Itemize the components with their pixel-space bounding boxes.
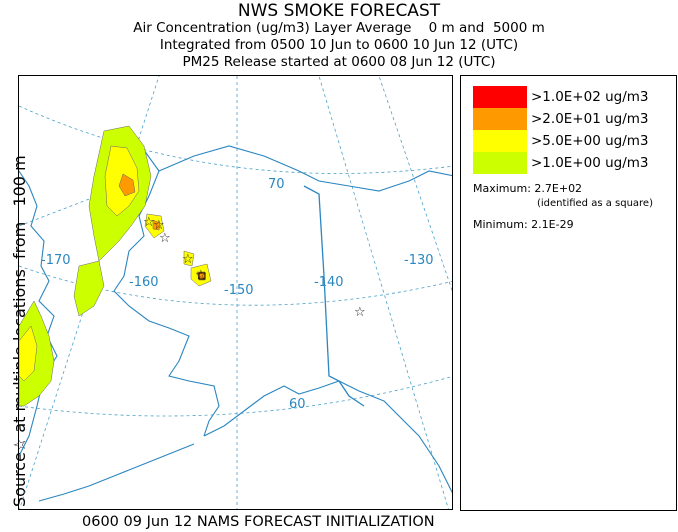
footer-initialization: 0600 09 Jun 12 NAMS FORECAST INITIALIZAT… bbox=[82, 514, 435, 530]
legend-swatch bbox=[473, 152, 527, 174]
aleutian-chain bbox=[38, 443, 195, 502]
source-marker: ☆ bbox=[159, 231, 171, 246]
smoke-plume-west-lobe bbox=[73, 260, 105, 317]
canada-border bbox=[303, 185, 365, 407]
longitude-label-150: -150 bbox=[224, 283, 254, 298]
page-title: NWS SMOKE FORECAST bbox=[237, 1, 441, 21]
smoke-map: -170 -160 -150 -140 -130 70 60 ☆ ☆ ☆ ☆ ☆… bbox=[19, 76, 452, 509]
smoke-plume-north bbox=[88, 125, 152, 262]
legend-minimum: Minimum: 2.1E-29 bbox=[473, 218, 574, 231]
legend-item-green: >1.0E+00 ug/m3 bbox=[473, 152, 649, 174]
map-panel: -170 -160 -150 -140 -130 70 60 ☆ ☆ ☆ ☆ ☆… bbox=[18, 75, 453, 510]
coastline-alaska-west bbox=[113, 145, 220, 437]
legend-item-yellow: >5.0E+00 ug/m3 bbox=[473, 130, 649, 152]
legend-panel: >1.0E+02 ug/m3 >2.0E+01 ug/m3 >5.0E+00 u… bbox=[460, 75, 677, 511]
longitude-label-140: -140 bbox=[314, 275, 344, 290]
latitude-label-70: 70 bbox=[268, 177, 285, 192]
legend-item-red: >1.0E+02 ug/m3 bbox=[473, 86, 649, 108]
source-marker: ☆ bbox=[182, 252, 194, 267]
coastline-alaska-north bbox=[158, 145, 452, 192]
coastline-gulf bbox=[203, 380, 452, 494]
subtitle-concentration: Air Concentration (ug/m3) Layer Average … bbox=[133, 20, 545, 36]
latitude-line-70 bbox=[19, 105, 452, 174]
latitude-label-60: 60 bbox=[289, 397, 306, 412]
coastline-chukotka bbox=[19, 170, 58, 457]
legend-label: >1.0E+00 ug/m3 bbox=[531, 155, 649, 171]
legend-swatch bbox=[473, 130, 527, 152]
smoke-plume-sources bbox=[144, 213, 212, 287]
legend-label: >2.0E+01 ug/m3 bbox=[531, 111, 649, 127]
longitude-label-130: -130 bbox=[404, 253, 434, 268]
longitude-line-140 bbox=[318, 76, 449, 509]
legend-item-orange: >2.0E+01 ug/m3 bbox=[473, 108, 649, 130]
legend-swatch bbox=[473, 86, 527, 108]
legend-maximum: Maximum: 2.7E+02 bbox=[473, 182, 583, 195]
legend-label: >5.0E+00 ug/m3 bbox=[531, 133, 649, 149]
source-marker: ☆ bbox=[153, 218, 165, 233]
legend-maximum-note: (identified as a square) bbox=[537, 198, 653, 209]
subtitle-integration: Integrated from 0500 10 Jun to 0600 10 J… bbox=[159, 37, 519, 53]
longitude-label-170: -170 bbox=[41, 253, 71, 268]
subtitle-release: PM25 Release started at 0600 08 Jun 12 (… bbox=[182, 54, 496, 70]
smoke-plume-coast bbox=[19, 300, 55, 407]
maximum-square bbox=[198, 272, 206, 280]
source-marker: ☆ bbox=[195, 268, 207, 283]
latitude-line-60 bbox=[19, 376, 452, 417]
legend-swatch bbox=[473, 108, 527, 130]
source-marker: ☆ bbox=[354, 305, 366, 320]
legend-label: >1.0E+02 ug/m3 bbox=[531, 89, 649, 105]
source-marker: ☆ bbox=[143, 215, 155, 230]
longitude-line-130 bbox=[378, 76, 452, 292]
longitude-label-160: -160 bbox=[129, 275, 159, 290]
